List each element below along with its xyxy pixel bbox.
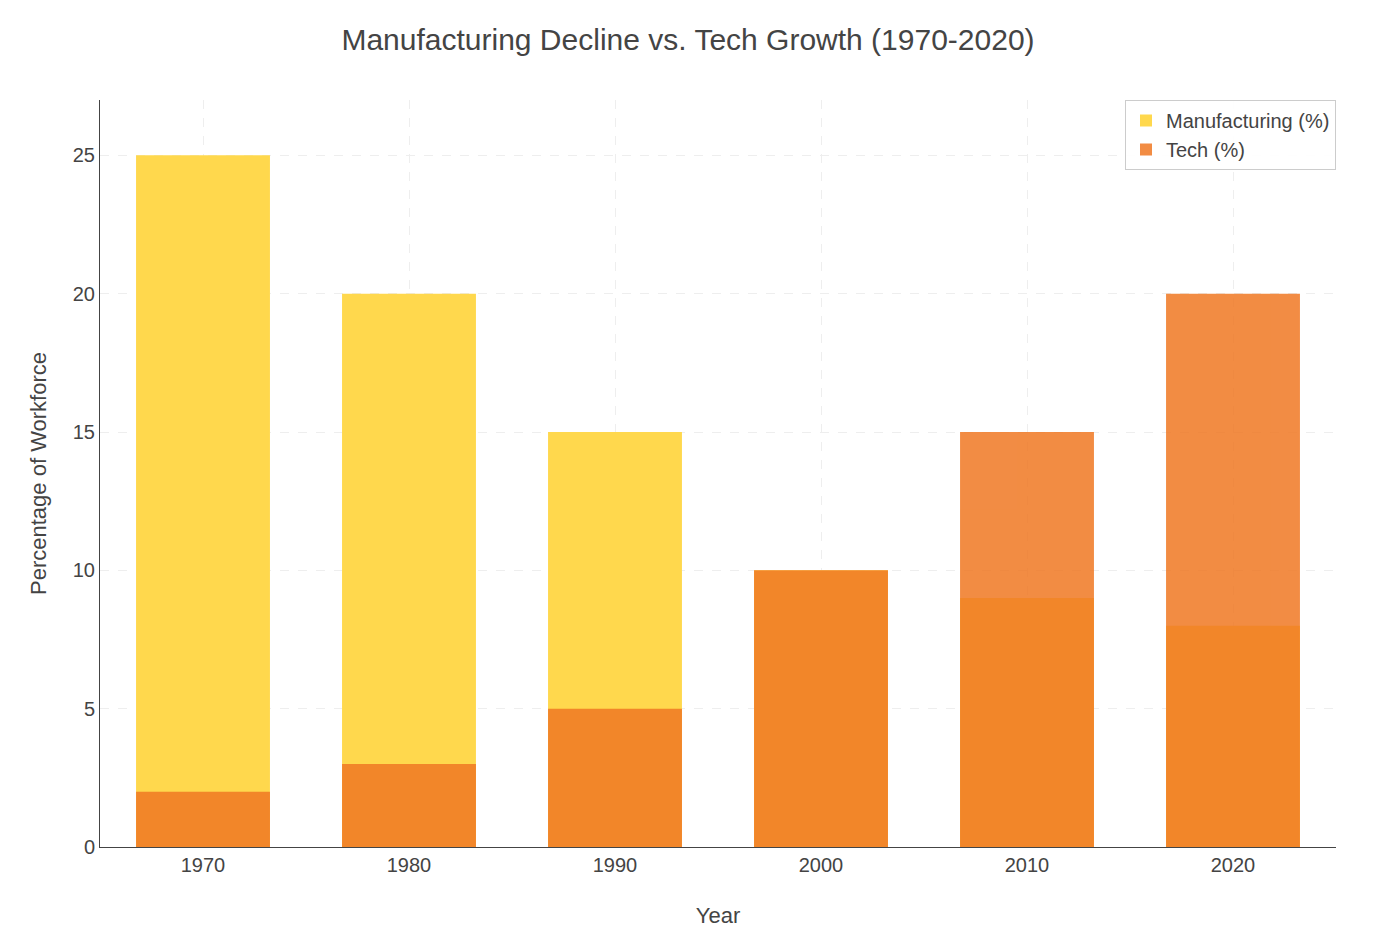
svg-text:1990: 1990 <box>593 854 638 876</box>
svg-text:2010: 2010 <box>1005 854 1050 876</box>
svg-text:Tech (%): Tech (%) <box>1166 139 1245 161</box>
svg-text:0: 0 <box>84 836 95 858</box>
svg-text:1980: 1980 <box>387 854 432 876</box>
svg-text:Year: Year <box>696 903 740 928</box>
svg-text:Manufacturing Decline vs. Tech: Manufacturing Decline vs. Tech Growth (1… <box>341 23 1034 56</box>
svg-text:5: 5 <box>84 698 95 720</box>
svg-text:2000: 2000 <box>799 854 844 876</box>
svg-text:25: 25 <box>73 144 95 166</box>
svg-text:2020: 2020 <box>1211 854 1256 876</box>
svg-text:Percentage of Workforce: Percentage of Workforce <box>26 352 51 595</box>
svg-text:1970: 1970 <box>181 854 226 876</box>
svg-text:20: 20 <box>73 283 95 305</box>
svg-text:10: 10 <box>73 559 95 581</box>
svg-text:Manufacturing (%): Manufacturing (%) <box>1166 110 1329 132</box>
svg-text:15: 15 <box>73 421 95 443</box>
